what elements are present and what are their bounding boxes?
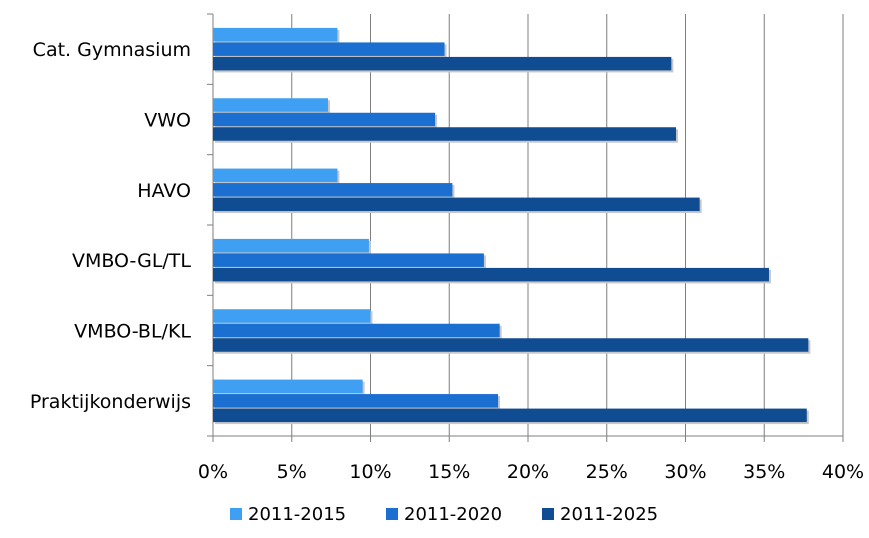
category-label: Cat. Gymnasium xyxy=(33,39,191,61)
bars xyxy=(213,27,811,425)
category-label: VMBO-GL/TL xyxy=(72,250,191,272)
x-tick-label: 10% xyxy=(349,461,391,483)
bar xyxy=(213,323,500,338)
bar xyxy=(213,98,328,112)
bar xyxy=(213,379,363,394)
category-labels: Cat. Gymnasium VWO HAVO VMBO-GL/TL VMBO-BL/K… xyxy=(30,39,192,413)
x-tick-label: 40% xyxy=(822,461,864,483)
x-tick-labels: 0% 5% 10% 15% 20% 25% 30% 35% 40% xyxy=(198,461,864,483)
bar xyxy=(213,168,338,183)
legend-swatch xyxy=(230,508,242,520)
x-tick-label: 25% xyxy=(586,461,628,483)
bar xyxy=(213,127,677,141)
bar xyxy=(213,27,338,42)
bar xyxy=(213,238,369,253)
legend-swatch xyxy=(542,508,554,520)
bar xyxy=(213,253,484,267)
category-label: VWO xyxy=(144,110,191,132)
bar xyxy=(213,112,436,127)
bar xyxy=(213,42,445,56)
bar xyxy=(213,197,700,212)
x-tick-label: 20% xyxy=(507,461,549,483)
x-tick-label: 35% xyxy=(743,461,785,483)
category-label: Praktijkonderwijs xyxy=(30,391,191,413)
bar xyxy=(213,338,809,352)
legend-label: 2011-2015 xyxy=(248,504,346,525)
legend-swatch xyxy=(386,508,398,520)
x-tick-label: 0% xyxy=(198,461,228,483)
axes xyxy=(207,13,844,442)
legend: 2011-2015 2011-2020 2011-2025 xyxy=(230,504,658,525)
bar xyxy=(213,309,371,323)
bar xyxy=(213,183,453,197)
bar xyxy=(213,408,807,423)
legend-label: 2011-2020 xyxy=(404,504,502,525)
category-label: HAVO xyxy=(137,180,191,202)
category-label: VMBO-BL/KL xyxy=(74,321,191,343)
bar xyxy=(213,56,672,71)
gridlines xyxy=(291,14,844,436)
legend-label: 2011-2025 xyxy=(560,504,658,525)
bar xyxy=(213,267,769,282)
x-tick-label: 5% xyxy=(277,461,307,483)
x-tick-label: 15% xyxy=(428,461,470,483)
bar xyxy=(213,394,499,408)
x-tick-label: 30% xyxy=(664,461,706,483)
